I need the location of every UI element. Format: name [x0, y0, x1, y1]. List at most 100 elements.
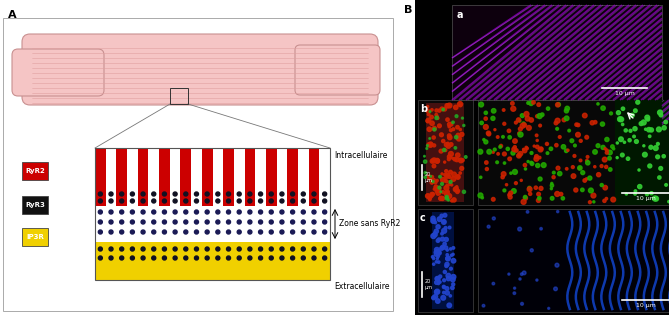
- Circle shape: [432, 179, 436, 182]
- Circle shape: [480, 121, 483, 125]
- Circle shape: [600, 165, 603, 168]
- Circle shape: [445, 287, 449, 290]
- Circle shape: [644, 128, 647, 130]
- Circle shape: [435, 109, 438, 112]
- Circle shape: [456, 125, 459, 129]
- Circle shape: [462, 117, 464, 119]
- Circle shape: [426, 118, 431, 123]
- Circle shape: [195, 256, 199, 260]
- Circle shape: [451, 274, 456, 279]
- Circle shape: [665, 184, 668, 186]
- Circle shape: [444, 270, 446, 273]
- Circle shape: [656, 127, 662, 132]
- Circle shape: [452, 172, 456, 177]
- Circle shape: [571, 166, 574, 169]
- Circle shape: [436, 261, 438, 263]
- Circle shape: [492, 282, 494, 285]
- Circle shape: [514, 182, 517, 185]
- Circle shape: [458, 159, 460, 161]
- Circle shape: [436, 250, 439, 253]
- Circle shape: [430, 192, 434, 197]
- Circle shape: [152, 220, 156, 224]
- Circle shape: [643, 145, 645, 147]
- Circle shape: [658, 110, 662, 115]
- Circle shape: [184, 247, 188, 251]
- Bar: [319, 148, 330, 206]
- Circle shape: [227, 210, 231, 214]
- Circle shape: [522, 148, 525, 151]
- Circle shape: [269, 247, 273, 251]
- Circle shape: [526, 147, 529, 150]
- Bar: [138, 148, 149, 206]
- Circle shape: [645, 115, 650, 120]
- Circle shape: [456, 136, 461, 141]
- Circle shape: [433, 232, 437, 237]
- Circle shape: [535, 134, 538, 137]
- Circle shape: [130, 220, 134, 224]
- Circle shape: [442, 140, 445, 143]
- Bar: [95, 206, 330, 242]
- Circle shape: [301, 192, 305, 196]
- Circle shape: [446, 257, 449, 260]
- Circle shape: [436, 186, 441, 191]
- Bar: [415, 0, 669, 315]
- Circle shape: [634, 193, 636, 195]
- Circle shape: [536, 115, 539, 118]
- Circle shape: [109, 230, 113, 234]
- Circle shape: [269, 210, 273, 214]
- Circle shape: [452, 253, 454, 255]
- Circle shape: [619, 117, 624, 122]
- Bar: [95, 148, 330, 280]
- Circle shape: [634, 190, 637, 192]
- Circle shape: [451, 184, 453, 186]
- Circle shape: [438, 124, 442, 128]
- Circle shape: [494, 129, 496, 131]
- Circle shape: [537, 198, 541, 203]
- Circle shape: [141, 220, 145, 224]
- Circle shape: [141, 210, 145, 214]
- Circle shape: [453, 158, 456, 161]
- Circle shape: [120, 220, 124, 224]
- Circle shape: [446, 185, 448, 187]
- Circle shape: [507, 129, 510, 133]
- Circle shape: [452, 128, 455, 131]
- Circle shape: [290, 210, 294, 214]
- Circle shape: [452, 157, 454, 159]
- Circle shape: [461, 159, 464, 162]
- Circle shape: [227, 220, 231, 224]
- Circle shape: [163, 210, 167, 214]
- Circle shape: [237, 230, 242, 234]
- Circle shape: [427, 143, 431, 147]
- Circle shape: [525, 116, 530, 121]
- Circle shape: [535, 145, 539, 149]
- Circle shape: [441, 177, 446, 182]
- Circle shape: [248, 247, 252, 251]
- Circle shape: [280, 247, 284, 251]
- Circle shape: [432, 219, 435, 221]
- Circle shape: [109, 210, 113, 214]
- Circle shape: [487, 149, 492, 154]
- Circle shape: [163, 247, 167, 251]
- Circle shape: [431, 234, 436, 238]
- Circle shape: [597, 103, 599, 105]
- Circle shape: [611, 197, 615, 202]
- Circle shape: [658, 176, 661, 179]
- Circle shape: [152, 247, 156, 251]
- Circle shape: [448, 134, 451, 137]
- Circle shape: [540, 227, 543, 230]
- Circle shape: [436, 225, 440, 229]
- Circle shape: [484, 117, 488, 120]
- Circle shape: [454, 105, 458, 110]
- Circle shape: [626, 157, 630, 160]
- Circle shape: [109, 247, 113, 251]
- Circle shape: [442, 148, 446, 152]
- Bar: [191, 148, 202, 206]
- Circle shape: [524, 112, 529, 117]
- Circle shape: [518, 132, 523, 137]
- Circle shape: [619, 137, 624, 141]
- Circle shape: [436, 249, 440, 255]
- Circle shape: [436, 239, 440, 243]
- Circle shape: [443, 214, 447, 217]
- Circle shape: [585, 161, 590, 165]
- Circle shape: [450, 129, 452, 132]
